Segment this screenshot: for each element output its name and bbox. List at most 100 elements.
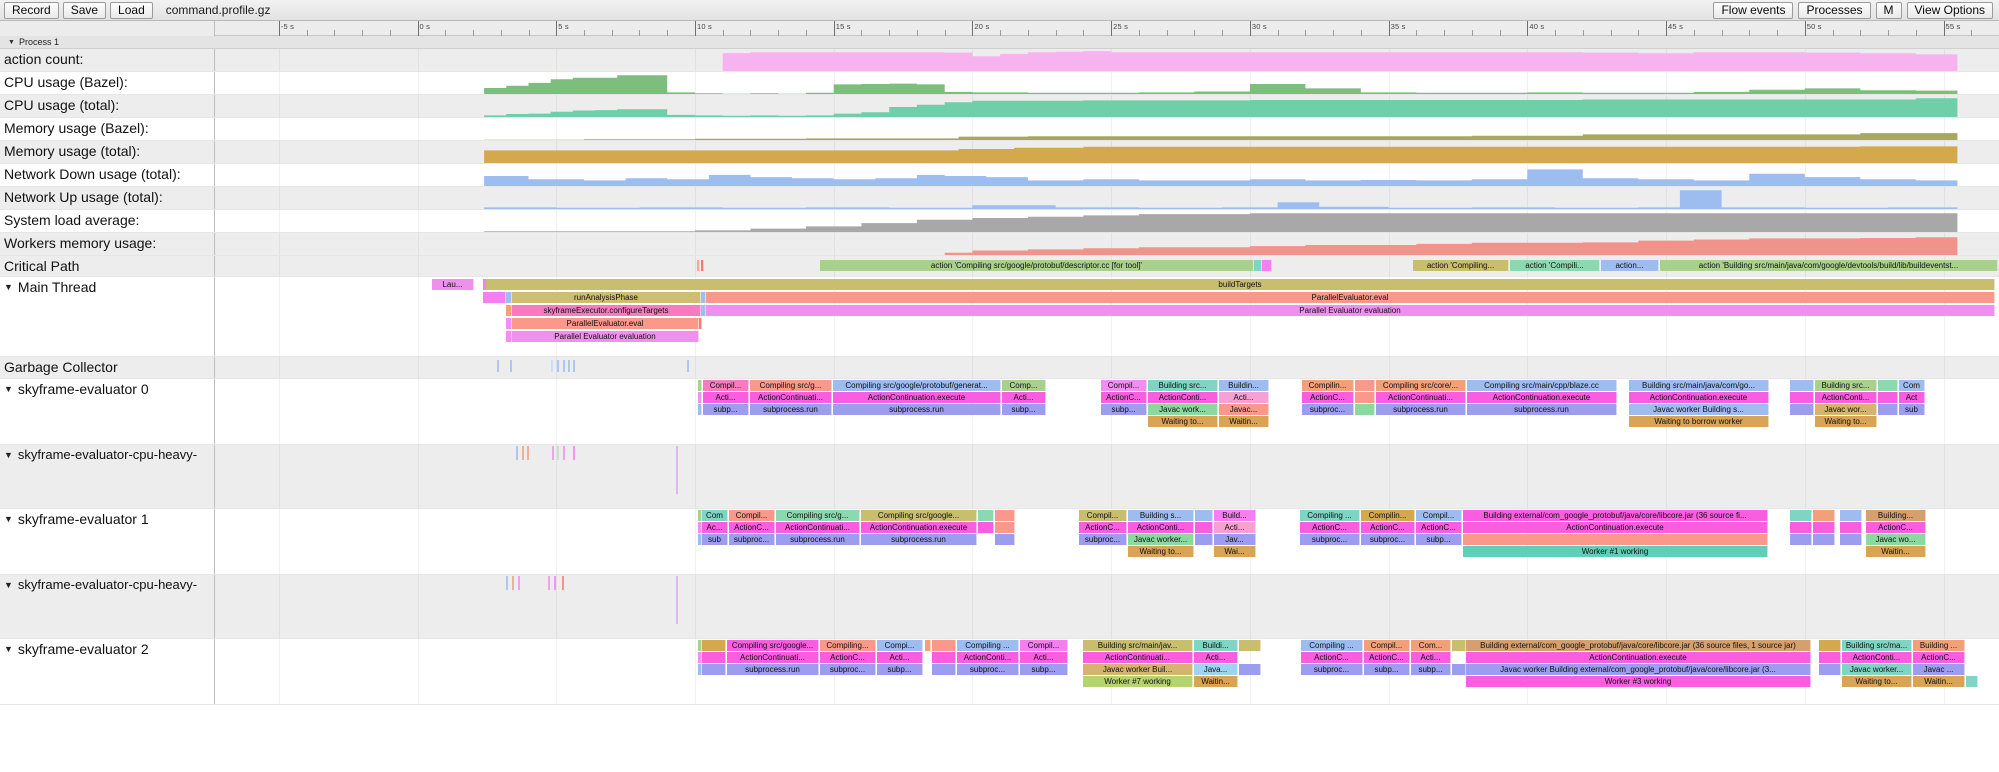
trace-slice[interactable] [1452,664,1466,675]
trace-slice[interactable]: sub [932,664,956,675]
trace-slice[interactable]: ParallelEvaluator.eval [706,292,1995,303]
trace-slice[interactable]: Compilin... [1361,510,1415,521]
trace-slice[interactable]: ActionC... [1913,652,1965,663]
trace-slice[interactable]: Compil... [1020,640,1068,651]
trace-slice[interactable]: ParallelEvaluator.eval [512,318,699,329]
trace-slice[interactable]: Parallel Evaluator evaluation [512,331,699,342]
trace-slice[interactable]: Building external/com_google_protobuf/ja… [1466,640,1811,651]
trace-slice[interactable]: Javac worker... [1128,534,1194,545]
trace-slice[interactable]: action 'Compiling src/google/protobuf/de… [820,260,1254,271]
trace-slice[interactable]: subprocess.run [861,534,977,545]
gc-event-marker[interactable] [557,360,559,372]
trace-slice[interactable]: subp... [877,664,923,675]
trace-slice[interactable]: subprocess.run [776,534,860,545]
cpu-heavy-event-marker[interactable] [554,576,556,590]
chevron-down-icon[interactable]: ▼ [4,282,13,292]
track-skyframe-evaluator-1[interactable]: ▼ skyframe-evaluator 1 Com Compil... Compili… [0,509,1999,575]
trace-slice[interactable]: Compiling src/google/protobuf/generat... [833,380,1001,391]
trace-slice[interactable]: subp... [703,404,749,415]
trace-slice[interactable]: Building src/main/jav... [1083,640,1193,651]
trace-slice[interactable]: Com [1790,510,1812,521]
track-label-network-down-total[interactable]: Network Down usage (total): [0,164,215,186]
trace-slice[interactable] [698,652,702,663]
trace-slice[interactable]: ActionC... [729,522,775,533]
trace-slice[interactable]: ActionContinuati... [750,392,832,403]
track-canvas-memory-usage-total[interactable] [215,141,1999,163]
track-skyframe-evaluator-0[interactable]: ▼ skyframe-evaluator 0 Compil... Compiling … [0,379,1999,445]
trace-slice[interactable] [1966,676,1978,687]
track-memory-usage-bazel[interactable]: Memory usage (Bazel): [0,118,1999,141]
trace-slice[interactable]: subprocess.run [1467,404,1617,415]
cpu-heavy-event-marker[interactable] [522,446,524,460]
trace-slice[interactable]: Acti... [703,392,749,403]
trace-slice[interactable]: Acti... [1194,652,1238,663]
track-memory-usage-total[interactable]: Memory usage (total): [0,141,1999,164]
track-garbage-collector[interactable]: Garbage Collector [0,357,1999,379]
trace-slice[interactable] [1452,640,1466,651]
track-canvas-skyframe-evaluator-2[interactable]: Com Compiling src/google... Compiling... Co… [215,639,1999,704]
track-main-thread[interactable]: ▼Main ThreadLau...ParbuildTargetsParrunA… [0,277,1999,357]
trace-slice[interactable]: ActionC... [1361,522,1415,533]
trace-slice[interactable]: Javac worker Building external/com_googl… [1466,664,1811,675]
track-label-cpu-usage-total[interactable]: CPU usage (total): [0,95,215,117]
trace-slice[interactable]: sub [1790,534,1812,545]
trace-slice[interactable]: ActionContinuati... [1083,652,1193,663]
trace-slice[interactable] [1355,404,1375,415]
track-label-skyframe-evaluator-cpu-heavy-0[interactable]: ▼ skyframe-evaluator-cpu-heavy- [0,445,215,508]
trace-slice[interactable] [699,318,702,329]
trace-slice[interactable]: Ac... [702,522,728,533]
track-action-count[interactable]: action count: [0,49,1999,72]
track-canvas-skyframe-evaluator-0[interactable]: Compil... Compiling src/g... Compiling src… [215,379,1999,444]
trace-slice[interactable]: Com [1790,380,1814,391]
track-canvas-skyframe-evaluator-cpu-heavy-0[interactable] [215,445,1999,508]
trace-slice[interactable] [698,534,702,545]
track-label-skyframe-evaluator-1[interactable]: ▼ skyframe-evaluator 1 [0,509,215,574]
trace-slice[interactable]: Java... [1194,664,1238,675]
gc-event-marker[interactable] [568,360,570,372]
trace-slice[interactable]: Waiting to... [1842,676,1912,687]
trace-slice[interactable]: ActionContinuation.execute [1463,522,1768,533]
trace-slice[interactable]: ActionContinuation.execute [1467,392,1617,403]
trace-slice[interactable]: Act [1790,392,1814,403]
trace-slice[interactable]: Act [995,522,1015,533]
trace-slice[interactable]: Compi... [877,640,923,651]
track-label-skyframe-evaluator-cpu-heavy-1[interactable]: ▼ skyframe-evaluator-cpu-heavy- [0,575,215,638]
trace-slice[interactable] [697,260,700,271]
trace-slice[interactable]: Waiting to borrow worker [1629,416,1769,427]
trace-slice[interactable] [1195,522,1213,533]
trace-slice[interactable]: Parallel Evaluator evaluation [706,305,1995,316]
track-label-action-count[interactable]: action count: [0,49,215,71]
processes-button[interactable]: Processes [1798,1,1871,19]
gc-event-marker[interactable] [563,360,565,372]
trace-slice[interactable]: Par [483,292,506,303]
cpu-heavy-event-marker[interactable] [557,446,559,460]
trace-slice[interactable]: Compiling ... [1301,640,1363,651]
trace-slice[interactable]: Building ... [1913,640,1965,651]
track-cpu-usage-bazel[interactable]: CPU usage (Bazel): [0,72,1999,95]
trace-slice[interactable]: C... [1840,510,1862,521]
flow-events-button[interactable]: Flow events [1713,1,1794,19]
trace-slice[interactable]: Compil... [1416,510,1462,521]
trace-slice[interactable]: action... [1601,260,1659,271]
trace-slice[interactable] [1195,534,1213,545]
cpu-heavy-event-marker[interactable] [562,576,564,590]
trace-slice[interactable]: action 'Building src/main/java/com/googl… [1660,260,1998,271]
trace-slice[interactable]: Act [1899,392,1925,403]
trace-slice[interactable]: Co [1355,380,1375,391]
trace-slice[interactable]: Com [702,640,726,651]
cpu-heavy-event-marker[interactable] [573,446,575,460]
trace-slice[interactable]: Compil... [729,510,775,521]
trace-slice[interactable]: Waitin... [1913,676,1965,687]
track-canvas-cpu-usage-total[interactable] [215,95,1999,117]
gc-event-marker[interactable] [687,360,689,372]
cpu-heavy-event-marker[interactable] [506,576,508,590]
trace-slice[interactable]: subproc... [1302,404,1354,415]
trace-slice[interactable]: Acti... [877,652,923,663]
trace-slice[interactable]: Building s... [1128,510,1194,521]
trace-slice[interactable] [701,260,704,271]
trace-slice[interactable]: Com [702,510,728,521]
gc-event-marker[interactable] [573,360,575,372]
track-label-network-up-total[interactable]: Network Up usage (total): [0,187,215,209]
trace-slice[interactable]: sub [1790,404,1814,415]
trace-slice[interactable]: Building... [1866,510,1926,521]
